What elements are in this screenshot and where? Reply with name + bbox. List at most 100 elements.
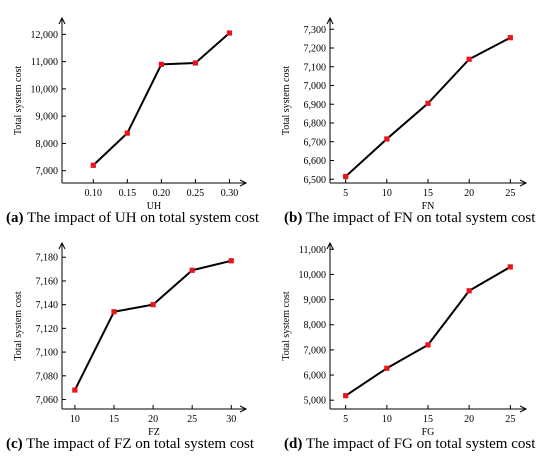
y-tick-label: 7,060: [36, 395, 59, 406]
data-point: [507, 264, 513, 270]
caption-a: (a) The impact of UH on total system cos…: [6, 210, 259, 227]
x-tick-label: 0.25: [187, 188, 205, 199]
y-tick-label: 6,700: [304, 137, 327, 148]
y-tick-label: 7,180: [36, 253, 59, 264]
y-tick-label: 8,000: [304, 320, 327, 331]
x-axis-arrow: [519, 405, 528, 413]
x-axis-arrow: [239, 405, 248, 413]
y-axis-label: Total system cost: [13, 291, 24, 361]
y-tick-label: 9,000: [304, 295, 327, 306]
x-axis-label: FZ: [148, 427, 160, 438]
x-tick-label: 0.15: [119, 188, 137, 199]
y-tick-label: 7,100: [304, 62, 327, 73]
x-tick-label: 10: [382, 188, 392, 199]
caption-c-tag: (c): [6, 436, 23, 452]
data-point: [228, 258, 234, 264]
y-axis-arrow: [58, 241, 66, 250]
data-point: [425, 100, 431, 106]
y-tick-label: 7,140: [36, 300, 59, 311]
y-tick-label: 9,000: [36, 112, 59, 123]
y-tick-label: 7,000: [36, 166, 59, 177]
y-tick-label: 6,600: [304, 156, 327, 167]
series-line: [73, 259, 232, 391]
y-tick-label: 6,800: [304, 119, 327, 130]
y-tick-label: 7,200: [304, 44, 327, 55]
data-point: [384, 136, 390, 142]
y-axis-label: Total system cost: [13, 66, 24, 136]
x-tick-label: 5: [343, 414, 348, 425]
data-point: [111, 309, 117, 315]
data-point: [189, 267, 195, 273]
caption-d-text: The impact of FG on total system cost: [302, 436, 536, 452]
x-tick-label: 30: [226, 414, 236, 425]
y-tick-label: 6,900: [304, 100, 327, 111]
x-axis-arrow: [519, 179, 528, 187]
x-tick-label: 15: [423, 188, 433, 199]
y-tick-label: 6,000: [304, 371, 327, 382]
data-point: [158, 61, 164, 67]
y-tick-label: 6,500: [304, 175, 327, 186]
data-point: [466, 288, 472, 294]
data-point: [343, 173, 349, 180]
data-point: [72, 387, 78, 393]
x-axis-label: UH: [147, 201, 161, 212]
caption-b: (b) The impact of FN on total system cos…: [284, 210, 535, 227]
y-axis-arrow: [58, 16, 66, 25]
chart-b: 6,500 6,600 6,700 6,800 6,900 7,000 7,100 7,200…: [281, 16, 528, 212]
y-axis-label: Total system cost: [281, 291, 292, 361]
x-tick-label: 10: [70, 414, 80, 425]
y-tick-label: 7,000: [304, 81, 327, 92]
y-tick-label: 5,000: [304, 396, 327, 407]
y-axis-label: Total system cost: [281, 66, 292, 136]
x-tick-label: 20: [464, 188, 474, 199]
y-tick-label: 11,000: [299, 245, 326, 256]
y-tick-label: 10,000: [299, 270, 327, 281]
x-tick-label: 0.20: [153, 188, 171, 199]
chart-c: 7,060 7,080 7,100 7,120 7,140 7,160 7,180 10 15 2…: [13, 241, 248, 438]
x-tick-label: 10: [382, 414, 392, 425]
series-line: [92, 32, 231, 166]
caption-d: (d) The impact of FG on total system cos…: [284, 436, 535, 453]
caption-c-text: The impact of FZ on total system cost: [22, 436, 255, 452]
y-tick-label: 11,000: [31, 57, 58, 68]
y-tick-label: 7,100: [36, 348, 59, 359]
data-point: [124, 130, 130, 136]
x-axis-arrow: [239, 179, 248, 187]
data-point: [90, 162, 96, 168]
series-line: [345, 36, 511, 178]
y-tick-label: 7,000: [304, 345, 327, 356]
x-tick-label: 15: [109, 414, 119, 425]
y-axis-arrow: [326, 16, 334, 25]
data-point: [384, 365, 390, 371]
y-tick-label: 7,300: [304, 25, 327, 36]
x-tick-label: 25: [505, 188, 515, 199]
chart-a: 7,000 8,000 9,000 10,000 11,000 12,000 0.10 0.1…: [13, 16, 248, 212]
x-tick-label: 25: [187, 414, 197, 425]
data-point: [507, 35, 513, 41]
y-tick-label: 7,160: [36, 276, 59, 287]
data-point: [466, 56, 472, 62]
caption-d-tag: (d): [284, 436, 303, 452]
x-tick-label: 25: [505, 414, 515, 425]
caption-c: (c) The impact of FZ on total system cos…: [6, 436, 254, 453]
y-tick-label: 7,080: [36, 371, 59, 382]
y-axis-arrow: [326, 241, 334, 250]
y-tick-label: 8,000: [36, 139, 59, 150]
data-point: [343, 393, 349, 399]
caption-b-text: The impact of FN on total system cost: [302, 210, 536, 226]
data-point: [425, 342, 431, 348]
x-tick-label: 15: [423, 414, 433, 425]
x-tick-label: 0.30: [221, 188, 239, 199]
x-tick-label: 5: [343, 188, 348, 199]
chart-d: 5,000 6,000 7,000 8,000 9,000 10,000 11,000 5 10…: [281, 241, 528, 438]
y-tick-label: 7,120: [36, 324, 59, 335]
x-tick-label: 0.10: [85, 188, 103, 199]
x-axis-label: FN: [422, 201, 435, 212]
series-line: [345, 266, 511, 397]
data-point: [226, 30, 233, 36]
caption-a-tag: (a): [6, 210, 24, 226]
x-tick-label: 20: [464, 414, 474, 425]
x-axis-label: FG: [422, 427, 435, 438]
data-point: [192, 60, 198, 66]
